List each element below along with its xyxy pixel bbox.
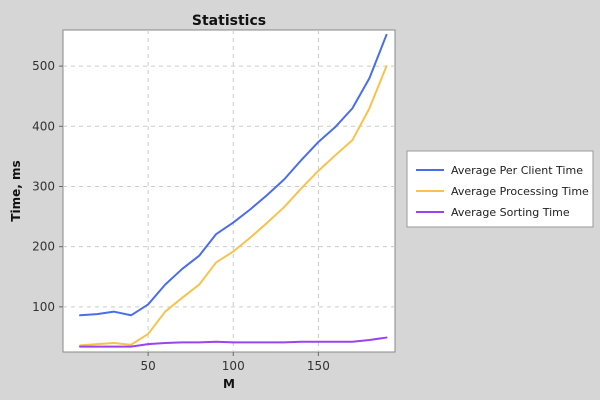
y-tick-label: 100: [32, 300, 55, 314]
y-tick-label: 300: [32, 179, 55, 193]
series-line-2: [79, 336, 388, 348]
x-tick-label: 100: [222, 359, 245, 373]
gridlines: [63, 30, 395, 352]
x-tick-label: 50: [140, 359, 155, 373]
legend-label-1: Average Processing Time: [451, 185, 589, 198]
y-tick-label: 500: [32, 59, 55, 73]
legend-label-0: Average Per Client Time: [451, 164, 583, 177]
legend-label-2: Average Sorting Time: [451, 206, 570, 219]
series-line-0: [79, 33, 388, 317]
y-tick-label: 200: [32, 240, 55, 254]
x-tick-label: 150: [307, 359, 330, 373]
series-layer: [79, 33, 388, 348]
x-axis-label: M: [223, 377, 235, 391]
legend: Average Per Client Time Average Processin…: [406, 150, 594, 228]
y-axis-label: Time, ms: [9, 160, 23, 221]
axes: 50 100 150 100 200 300 400 500: [32, 59, 330, 373]
chart-title: Statistics: [192, 13, 266, 29]
series-line-1: [79, 65, 388, 347]
plot-area: [62, 29, 396, 353]
legend-box: [406, 150, 594, 228]
y-tick-label: 400: [32, 119, 55, 133]
